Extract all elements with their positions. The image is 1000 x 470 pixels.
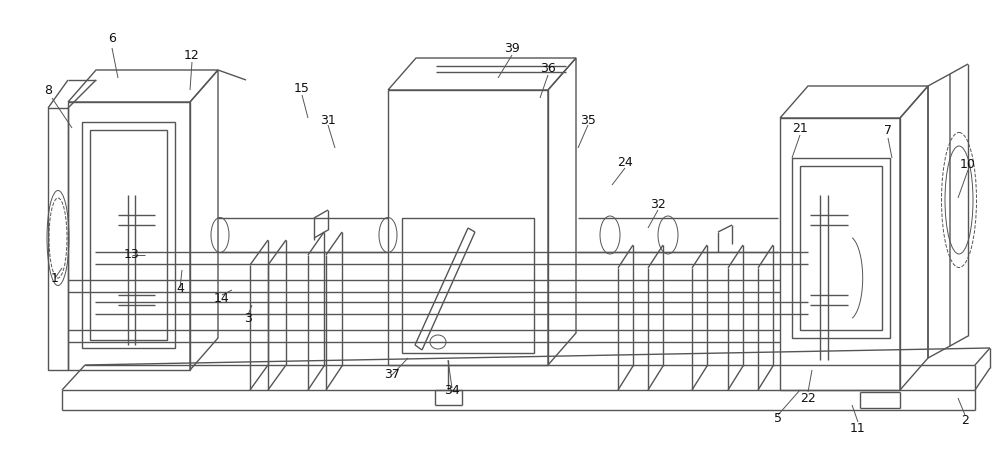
Text: 32: 32 [650, 198, 666, 212]
Text: 11: 11 [850, 422, 866, 434]
Text: 12: 12 [184, 48, 200, 62]
Text: 6: 6 [108, 31, 116, 45]
Text: 7: 7 [884, 124, 892, 136]
Text: 3: 3 [244, 312, 252, 324]
Text: 31: 31 [320, 113, 336, 126]
Text: 37: 37 [384, 368, 400, 382]
Text: 13: 13 [124, 249, 140, 261]
Text: 14: 14 [214, 291, 230, 305]
Text: 15: 15 [294, 81, 310, 94]
Text: 2: 2 [961, 414, 969, 426]
Text: 39: 39 [504, 41, 520, 55]
Text: 5: 5 [774, 412, 782, 424]
Text: 1: 1 [51, 272, 59, 284]
Text: 35: 35 [580, 113, 596, 126]
Text: 8: 8 [44, 84, 52, 96]
Text: 34: 34 [444, 384, 460, 397]
Text: 10: 10 [960, 158, 976, 172]
Text: 21: 21 [792, 122, 808, 134]
Text: 24: 24 [617, 156, 633, 169]
Text: 22: 22 [800, 392, 816, 405]
Text: 36: 36 [540, 62, 556, 75]
Text: 4: 4 [176, 282, 184, 295]
